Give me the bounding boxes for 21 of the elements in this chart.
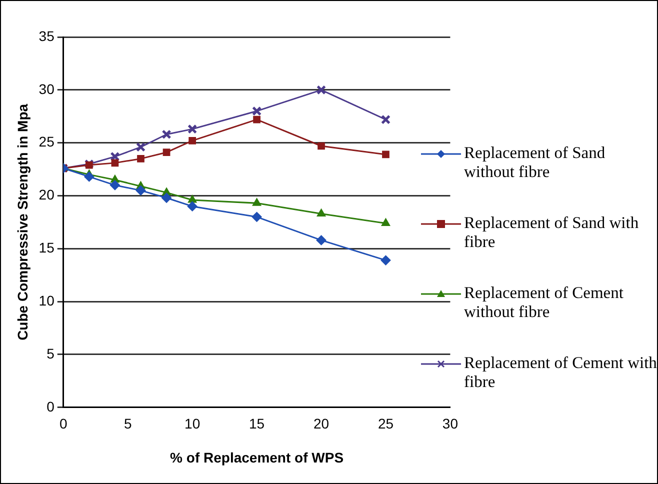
x-tick-label: 5	[124, 416, 132, 432]
legend-label: Replacement of Sand without fibre	[464, 143, 606, 183]
legend-label: Replacement of Cement without fibre	[464, 283, 624, 323]
y-axis-title: Cube Compressive Strength in Mpa	[14, 104, 30, 340]
legend-label: Replacement of Cement with fibre	[464, 353, 657, 393]
y-tick-label: 10	[38, 292, 55, 308]
y-tick-label: 25	[38, 134, 55, 150]
y-tick-label: 5	[46, 345, 55, 362]
y-tick-label: 20	[38, 186, 55, 203]
x-axis-title: % of Replacement of WPS	[170, 449, 344, 466]
x-tick-label: 15	[249, 416, 265, 432]
y-tick-label: 35	[38, 28, 55, 44]
x-tick-label: 20	[313, 416, 330, 432]
y-tick-label: 30	[38, 80, 55, 97]
y-tick-label: 15	[38, 240, 55, 256]
y-tick-label: 0	[46, 398, 55, 414]
legend-label: Replacement of Sand with fibre	[464, 213, 640, 253]
x-tick-label: 10	[184, 416, 200, 432]
x-tick-label: 25	[378, 416, 394, 432]
x-tick-label: 0	[59, 416, 68, 432]
x-tick-label: 30	[442, 416, 458, 432]
